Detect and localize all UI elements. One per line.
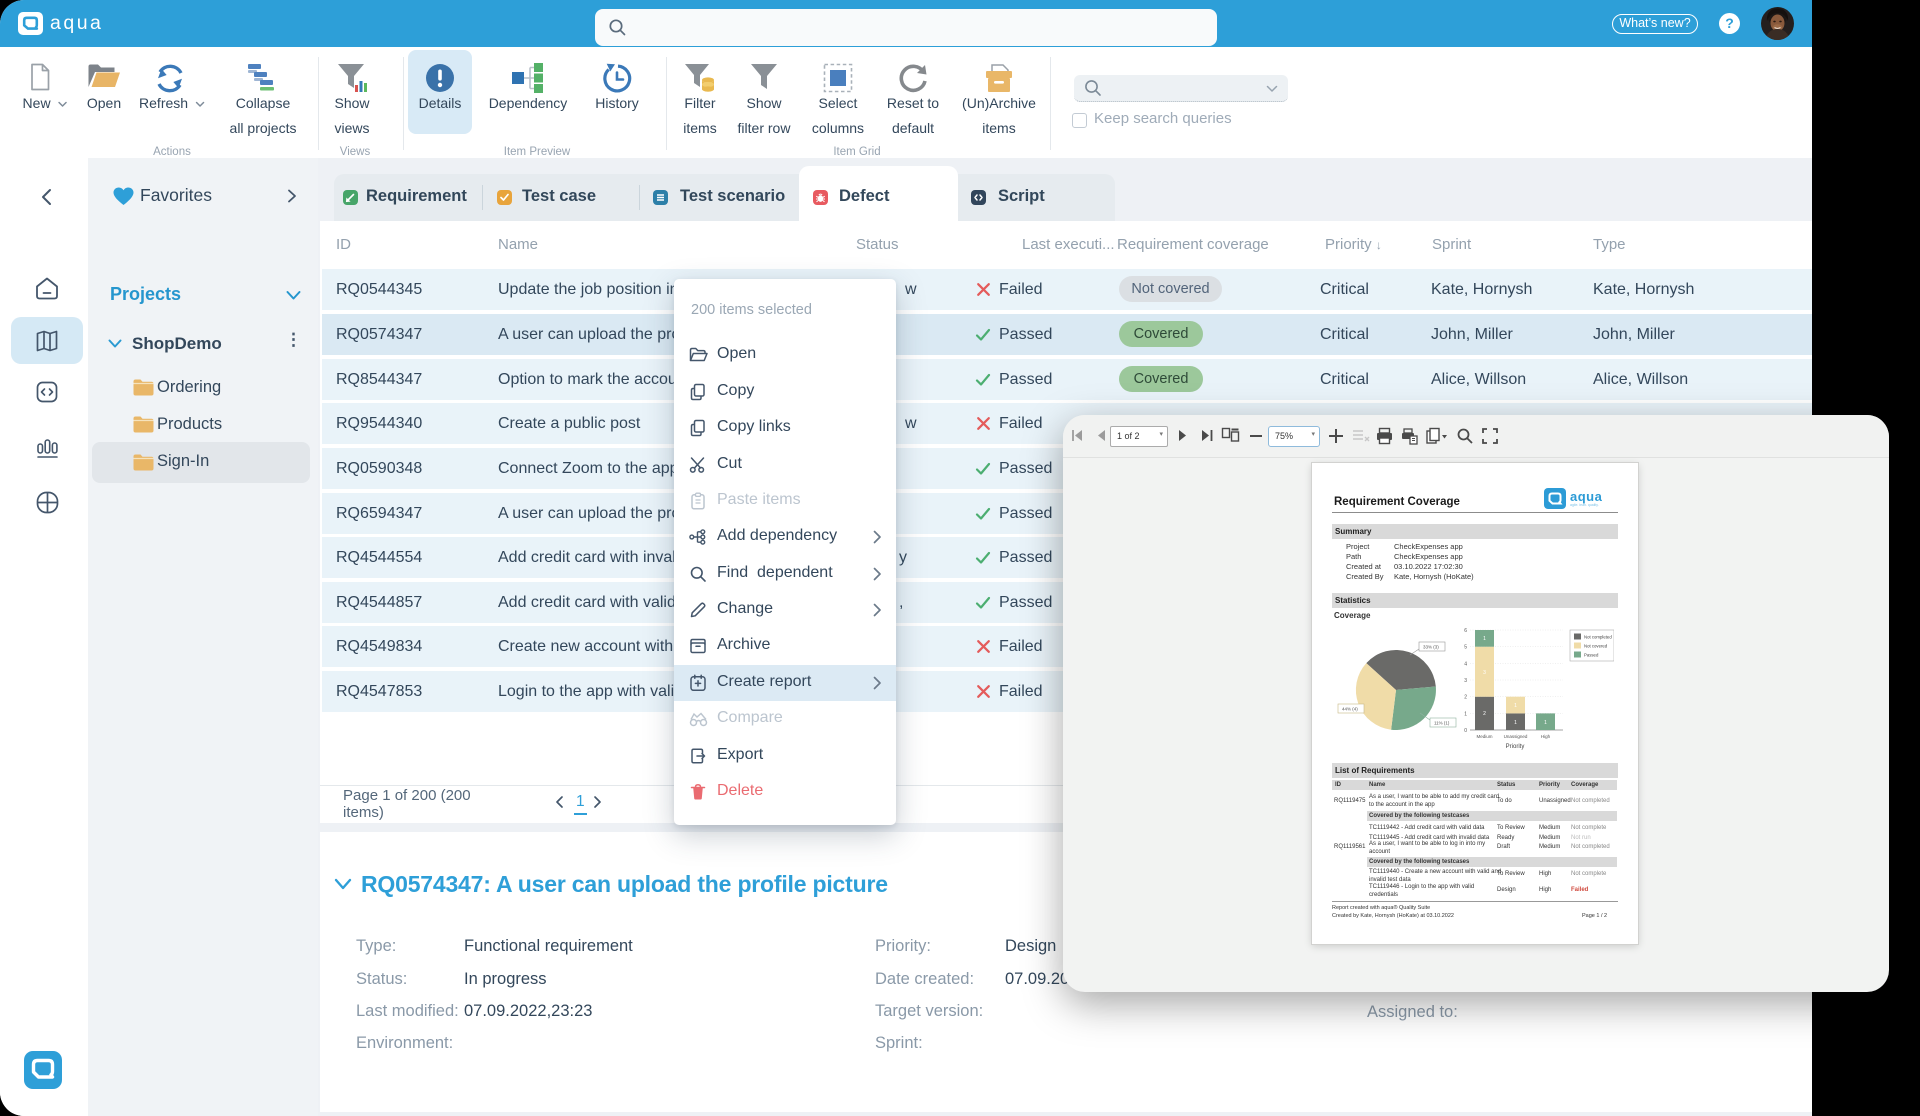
svg-text:2: 2 — [1464, 695, 1467, 701]
svg-text:4: 4 — [1464, 661, 1467, 667]
svg-text:1: 1 — [1464, 711, 1467, 717]
svg-text:2: 2 — [1483, 711, 1486, 717]
svg-text:1: 1 — [1514, 720, 1517, 726]
svg-text:1: 1 — [1544, 720, 1547, 726]
svg-text:33% (3): 33% (3) — [1423, 645, 1439, 650]
svg-text:5: 5 — [1464, 645, 1467, 651]
svg-text:Not completed: Not completed — [1584, 635, 1612, 640]
svg-text:1: 1 — [1483, 636, 1486, 642]
svg-text:High: High — [1541, 734, 1551, 739]
svg-text:44% (4): 44% (4) — [1342, 707, 1358, 712]
svg-text:Unassigned: Unassigned — [1504, 734, 1528, 739]
svg-text:1: 1 — [1514, 703, 1517, 709]
svg-text:3: 3 — [1483, 670, 1486, 676]
svg-text:Not covered: Not covered — [1584, 644, 1608, 649]
svg-text:Priority: Priority — [1506, 744, 1525, 750]
svg-text:Passed: Passed — [1584, 653, 1599, 658]
svg-text:11% (1): 11% (1) — [1434, 721, 1450, 726]
svg-text:3: 3 — [1464, 678, 1467, 684]
svg-text:0: 0 — [1464, 728, 1467, 734]
svg-text:6: 6 — [1464, 628, 1467, 634]
svg-text:Medium: Medium — [1476, 734, 1492, 739]
